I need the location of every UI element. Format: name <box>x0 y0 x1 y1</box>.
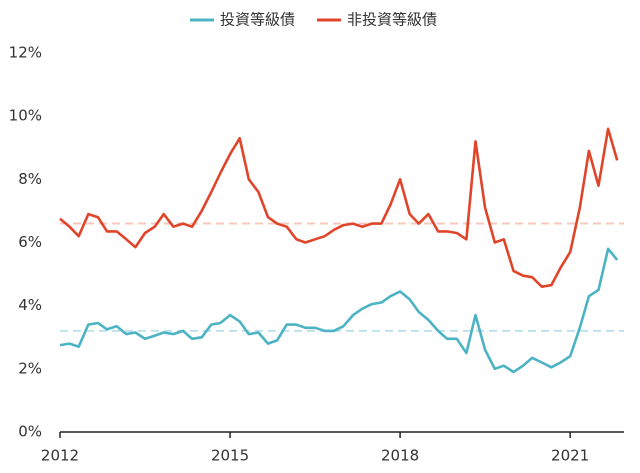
x-tick-label: 2015 <box>211 447 249 465</box>
series-line <box>59 247 619 374</box>
x-tick-label: 2012 <box>41 447 79 465</box>
y-tick-label: 6% <box>18 233 42 251</box>
legend-label: 投資等級債 <box>220 11 295 29</box>
y-tick-label: 10% <box>9 107 42 125</box>
x-tick-label: 2021 <box>551 447 589 465</box>
series-line <box>59 127 619 288</box>
y-tick-label: 12% <box>9 44 42 62</box>
y-tick-label: 8% <box>18 170 42 188</box>
x-tick-label: 2018 <box>381 447 419 465</box>
y-tick-label: 4% <box>18 296 42 314</box>
y-tick-label: 2% <box>18 359 42 377</box>
legend-label: 非投資等級債 <box>347 11 437 29</box>
y-tick-label: 0% <box>18 423 42 441</box>
